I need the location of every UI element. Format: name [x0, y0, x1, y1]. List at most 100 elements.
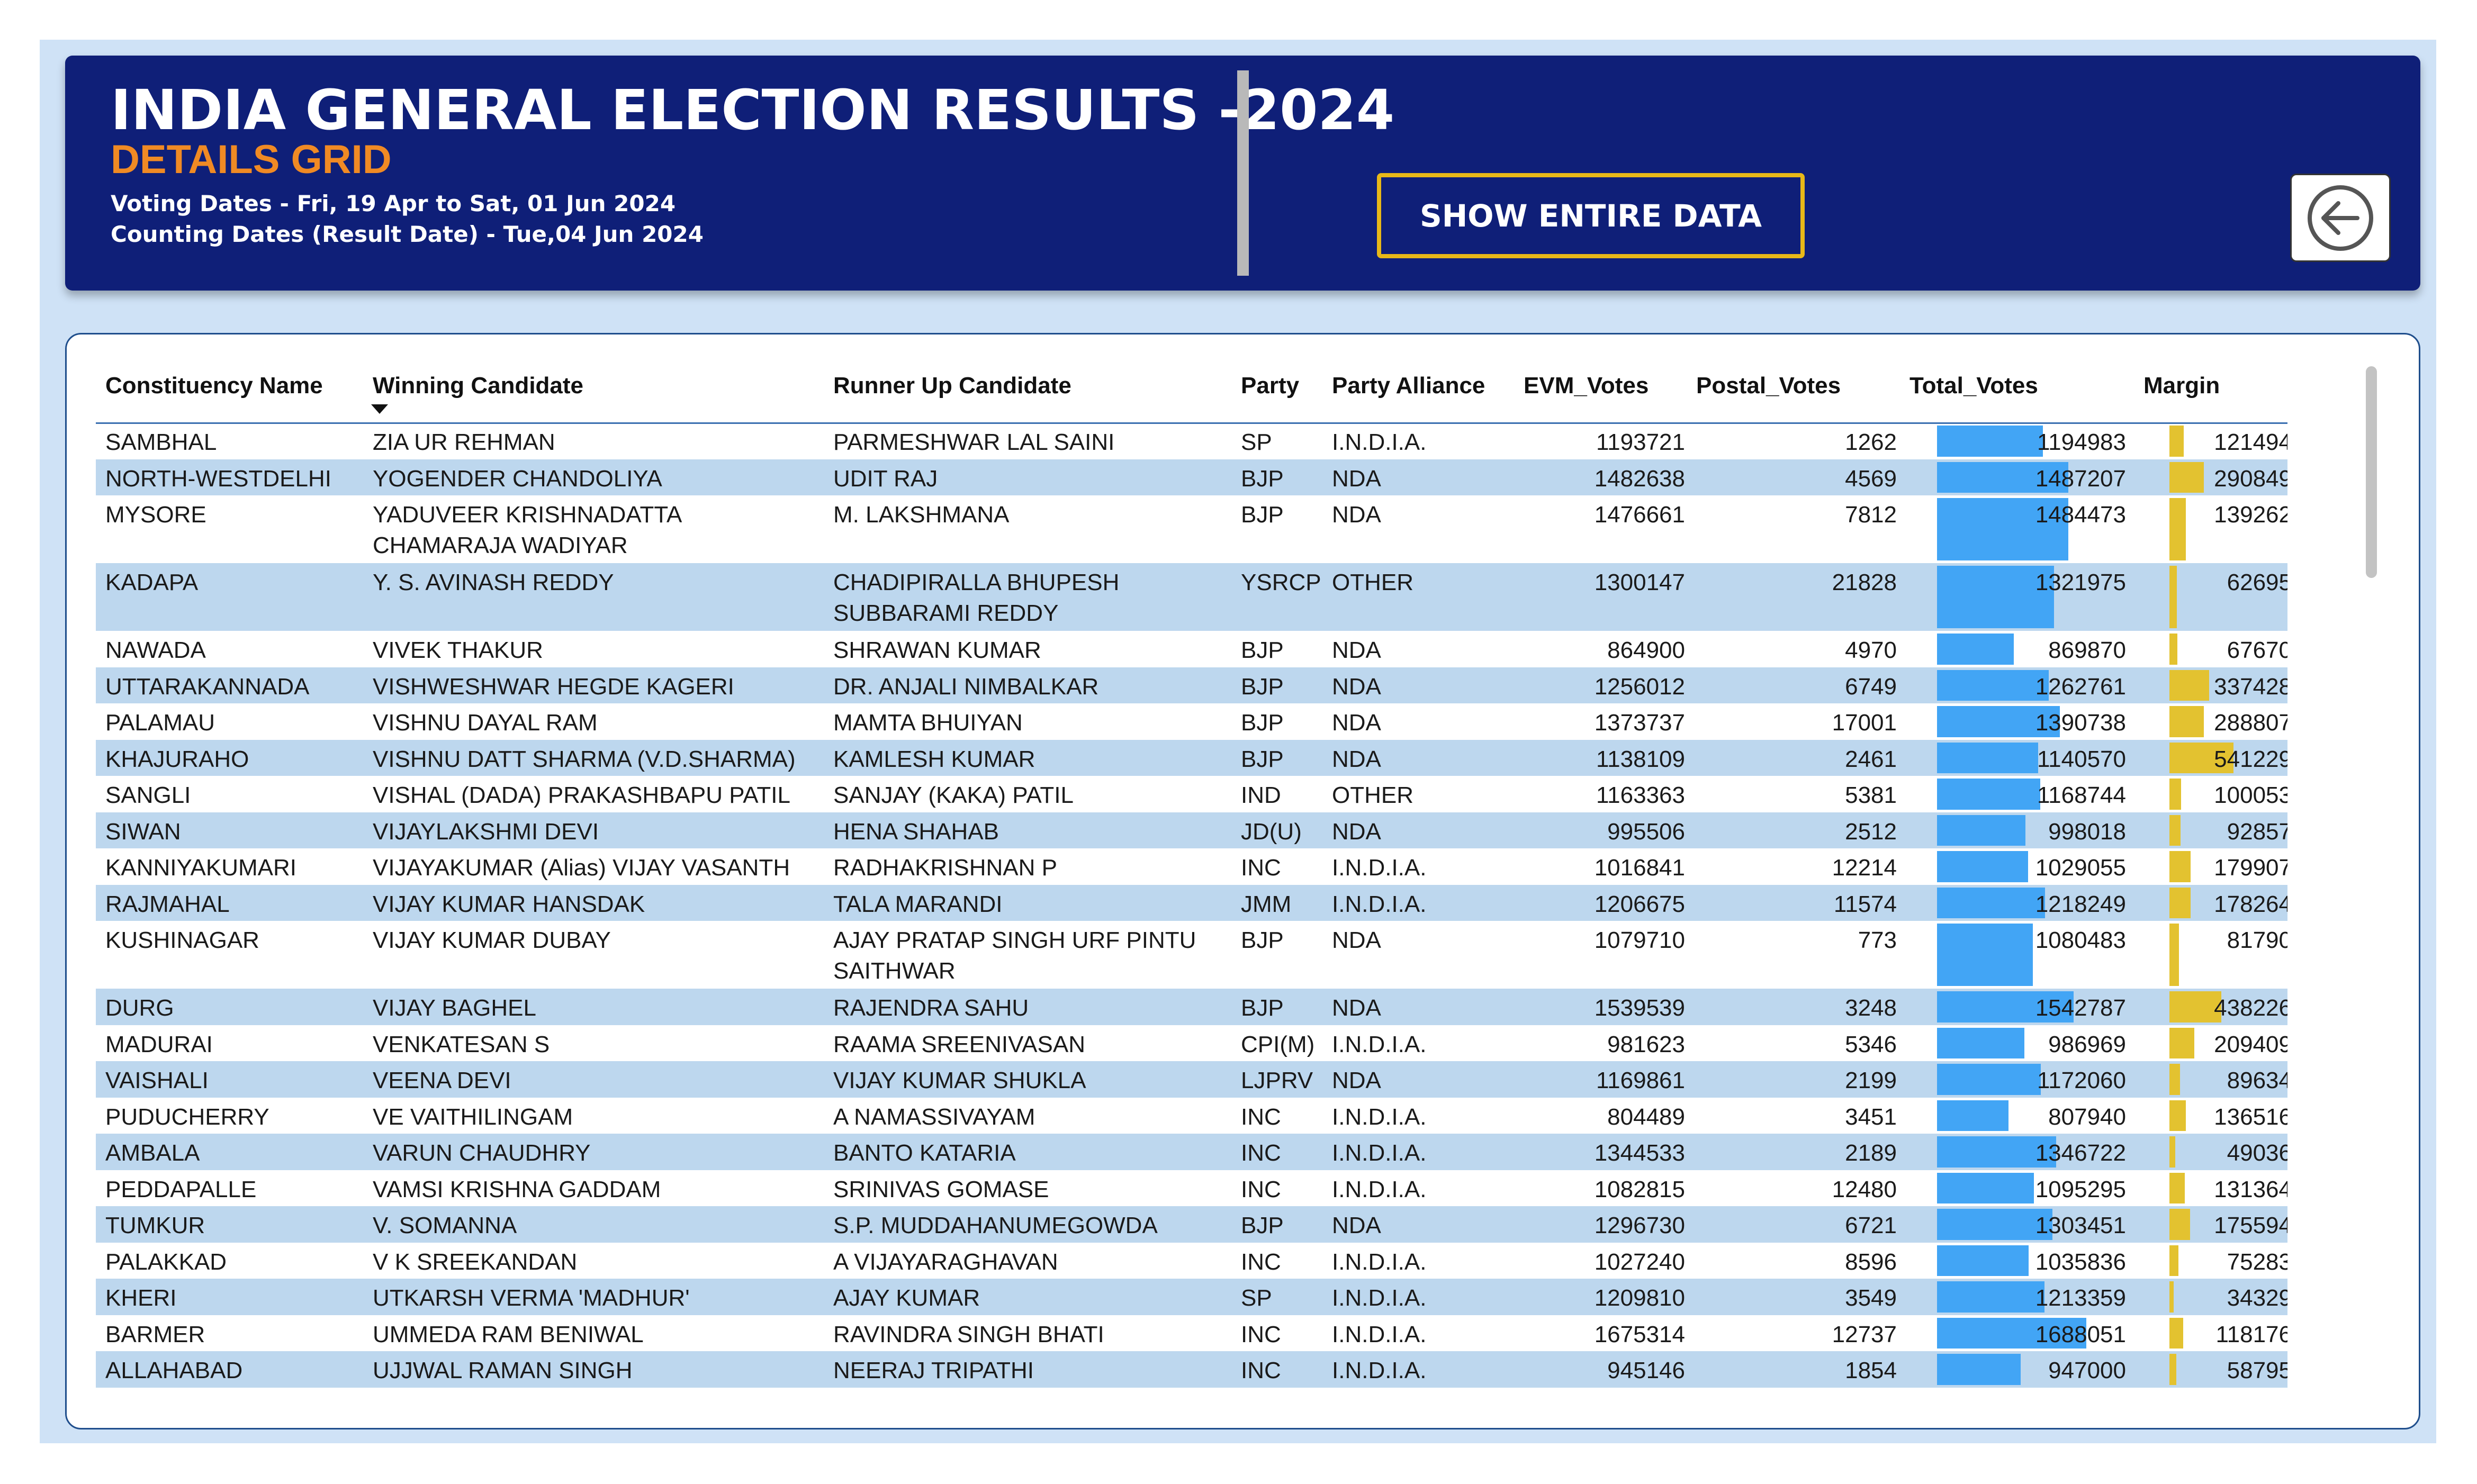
cell-alliance: NDA [1332, 818, 1381, 845]
col-constituency-header[interactable]: Constituency Name [105, 373, 323, 399]
cell-margin: 81790 [2227, 927, 2287, 953]
cell-party: INC [1241, 1248, 1281, 1275]
table-row[interactable]: AMBALA VARUN CHAUDHRY BANTO KATARIA INC I.N.… [96, 1134, 2287, 1170]
cell-evm-votes: 1476661 [1594, 502, 1685, 528]
table-row[interactable]: MYSORE YADUVEER KRISHNADATTA CHAMARAJA WA… [96, 495, 2287, 563]
col-total-votes-header[interactable]: Total_Votes [1909, 373, 2038, 399]
cell-postal-votes: 3451 [1845, 1103, 1897, 1130]
table-row[interactable]: NAWADA VIVEK THAKUR SHRAWAN KUMAR BJP NDA 864… [96, 631, 2287, 667]
cell-alliance: NDA [1332, 1212, 1381, 1238]
table-row[interactable]: KHAJURAHO VISHNU DATT SHARMA (V.D.SHARMA)… [96, 739, 2287, 776]
cell-margin: 288807 [2214, 710, 2287, 736]
cell-party: INC [1241, 1321, 1281, 1347]
table-row[interactable]: BARMER UMMEDA RAM BENIWAL RAVINDRA SINGH B… [96, 1315, 2287, 1352]
cell-alliance: I.N.D.I.A. [1332, 1031, 1427, 1057]
col-alliance-header[interactable]: Party Alliance [1332, 373, 1485, 399]
cell-postal-votes: 8596 [1845, 1248, 1897, 1275]
cell-party: BJP [1241, 746, 1284, 772]
col-evm-votes-header[interactable]: EVM_Votes [1524, 373, 1649, 399]
cell-total-votes: 1346722 [2035, 1140, 2126, 1166]
total-votes-bar [1937, 426, 2043, 457]
back-button[interactable] [2290, 174, 2391, 262]
margin-bar [2169, 426, 2184, 457]
cell-margin: 438226 [2214, 995, 2287, 1021]
details-grid: Constituency Name Winning Candidate Runn… [65, 333, 2420, 1429]
cell-runner-up: PARMESHWAR LAL SAINI [833, 429, 1115, 455]
col-runner-up-header[interactable]: Runner Up Candidate [833, 373, 1071, 399]
cell-margin: 337428 [2214, 673, 2287, 700]
cell-total-votes: 1172060 [2037, 1067, 2126, 1093]
col-margin-header[interactable]: Margin [2143, 373, 2220, 399]
cell-constituency: VAISHALI [105, 1067, 209, 1093]
col-winning-candidate-header[interactable]: Winning Candidate [373, 373, 584, 399]
cell-postal-votes: 773 [1858, 927, 1897, 953]
cell-winning-candidate: VEENA DEVI [373, 1067, 511, 1093]
table-row[interactable]: KUSHINAGAR VIJAY KUMAR DUBAY AJAY PRATAP S… [96, 921, 2287, 989]
table-row[interactable]: PEDDAPALLE VAMSI KRISHNA GADDAM SRINIVAS G… [96, 1170, 2287, 1207]
cell-postal-votes: 17001 [1832, 710, 1897, 736]
cell-evm-votes: 1373737 [1594, 710, 1685, 736]
header-banner: INDIA GENERAL ELECTION RESULTS -2024 DET… [65, 56, 2420, 291]
cell-constituency: MADURAI [105, 1031, 213, 1057]
cell-total-votes: 1213359 [2035, 1285, 2126, 1311]
total-votes-bar [1937, 815, 2025, 846]
total-votes-bar [1937, 1100, 2008, 1131]
total-votes-bar [1937, 706, 2060, 737]
cell-party: BJP [1241, 927, 1284, 953]
table-row[interactable]: VAISHALI VEENA DEVI VIJAY KUMAR SHUKLA LJPR… [96, 1061, 2287, 1098]
cell-total-votes: 1390738 [2035, 710, 2126, 736]
cell-party: CPI(M) [1241, 1031, 1315, 1057]
total-votes-bar [1937, 924, 2033, 986]
table-row[interactable]: KHERI UTKARSH VERMA 'MADHUR' AJAY KUMAR SP I… [96, 1279, 2287, 1315]
cell-total-votes: 1262761 [2035, 673, 2126, 700]
cell-party: BJP [1241, 465, 1284, 492]
table-row[interactable]: SAMBHAL ZIA UR REHMAN PARMESHWAR LAL SAINI… [96, 423, 2287, 459]
col-party-header[interactable]: Party [1241, 373, 1300, 399]
show-entire-data-button[interactable]: SHOW ENTIRE DATA [1377, 173, 1805, 258]
cell-evm-votes: 804489 [1607, 1103, 1685, 1130]
cell-evm-votes: 1300147 [1594, 569, 1685, 595]
table-row[interactable]: PALAMAU VISHNU DAYAL RAM MAMTA BHUIYAN BJP N… [96, 703, 2287, 740]
total-votes-bar [1937, 1064, 2041, 1095]
cell-winning-candidate: VIJAY BAGHEL [373, 995, 536, 1021]
margin-bar [2169, 1209, 2190, 1240]
table-row[interactable]: UTTARAKANNADA VISHWESHWAR HEGDE KAGERI DR.… [96, 667, 2287, 703]
table-row[interactable]: PUDUCHERRY VE VAITHILINGAM A NAMASSIVAYAM I… [96, 1098, 2287, 1134]
cell-alliance: I.N.D.I.A. [1332, 1358, 1427, 1383]
table-row[interactable]: DURG VIJAY BAGHEL RAJENDRA SAHU BJP NDA 15395… [96, 989, 2287, 1025]
cell-alliance: I.N.D.I.A. [1332, 855, 1427, 881]
table-row[interactable]: SANGLI VISHAL (DADA) PRAKASHBAPU PATIL SAN… [96, 776, 2287, 812]
table-row[interactable]: ALLAHABAD UJJWAL RAMAN SINGH NEERAJ TRIPAT… [96, 1351, 2287, 1388]
cell-postal-votes: 2461 [1845, 746, 1897, 772]
table-row[interactable]: KADAPA Y. S. AVINASH REDDY CHADIPIRALLA BH… [96, 563, 2287, 631]
table-row[interactable]: RAJMAHAL VIJAY KUMAR HANSDAK TALA MARANDI J… [96, 884, 2287, 921]
cell-total-votes: 1140570 [2037, 746, 2126, 772]
table-row[interactable]: PALAKKAD V K SREEKANDAN A VIJAYARAGHAVAN IN… [96, 1243, 2287, 1279]
margin-bar [2169, 498, 2186, 560]
vertical-scrollbar[interactable] [2366, 366, 2377, 578]
cell-evm-votes: 1256012 [1594, 673, 1685, 700]
cell-winning-candidate: ZIA UR REHMAN [373, 429, 555, 455]
cell-runner-up: M. LAKSHMANA [833, 502, 1010, 528]
margin-bar [2169, 566, 2177, 628]
margin-bar [2169, 887, 2191, 918]
margin-bar [2169, 462, 2204, 493]
margin-bar [2169, 1317, 2183, 1349]
total-votes-bar [1937, 779, 2040, 810]
cell-winning-candidate: V. SOMANNA [373, 1212, 517, 1238]
cell-evm-votes: 1482638 [1594, 465, 1685, 492]
table-row[interactable]: MADURAI VENKATESAN S RAAMA SREENIVASAN CPI(… [96, 1025, 2287, 1062]
table-row[interactable]: TUMKUR V. SOMANNA S.P. MUDDAHANUMEGOWDA BJP… [96, 1206, 2287, 1243]
cell-evm-votes: 864900 [1607, 637, 1685, 663]
col-postal-votes-header[interactable]: Postal_Votes [1696, 373, 1841, 399]
cell-margin: 178264 [2214, 891, 2287, 917]
margin-bar [2169, 779, 2181, 810]
cell-runner-up: CHADIPIRALLA BHUPESH SUBBARAMI REDDY [833, 569, 1120, 626]
cell-constituency: TUMKUR [105, 1212, 205, 1238]
table-row[interactable]: SIWAN VIJAYLAKSHMI DEVI HENA SHAHAB JD(U) ND… [96, 812, 2287, 848]
table-row[interactable]: KANNIYAKUMARI VIJAYAKUMAR (Alias) VIJAY V… [96, 848, 2287, 885]
cell-postal-votes: 4569 [1845, 465, 1897, 492]
cell-party: SP [1241, 429, 1272, 455]
table-row[interactable]: NORTH-WESTDELHI YOGENDER CHANDOLIYA UDIT R… [96, 459, 2287, 495]
cell-evm-votes: 1169861 [1596, 1067, 1685, 1093]
